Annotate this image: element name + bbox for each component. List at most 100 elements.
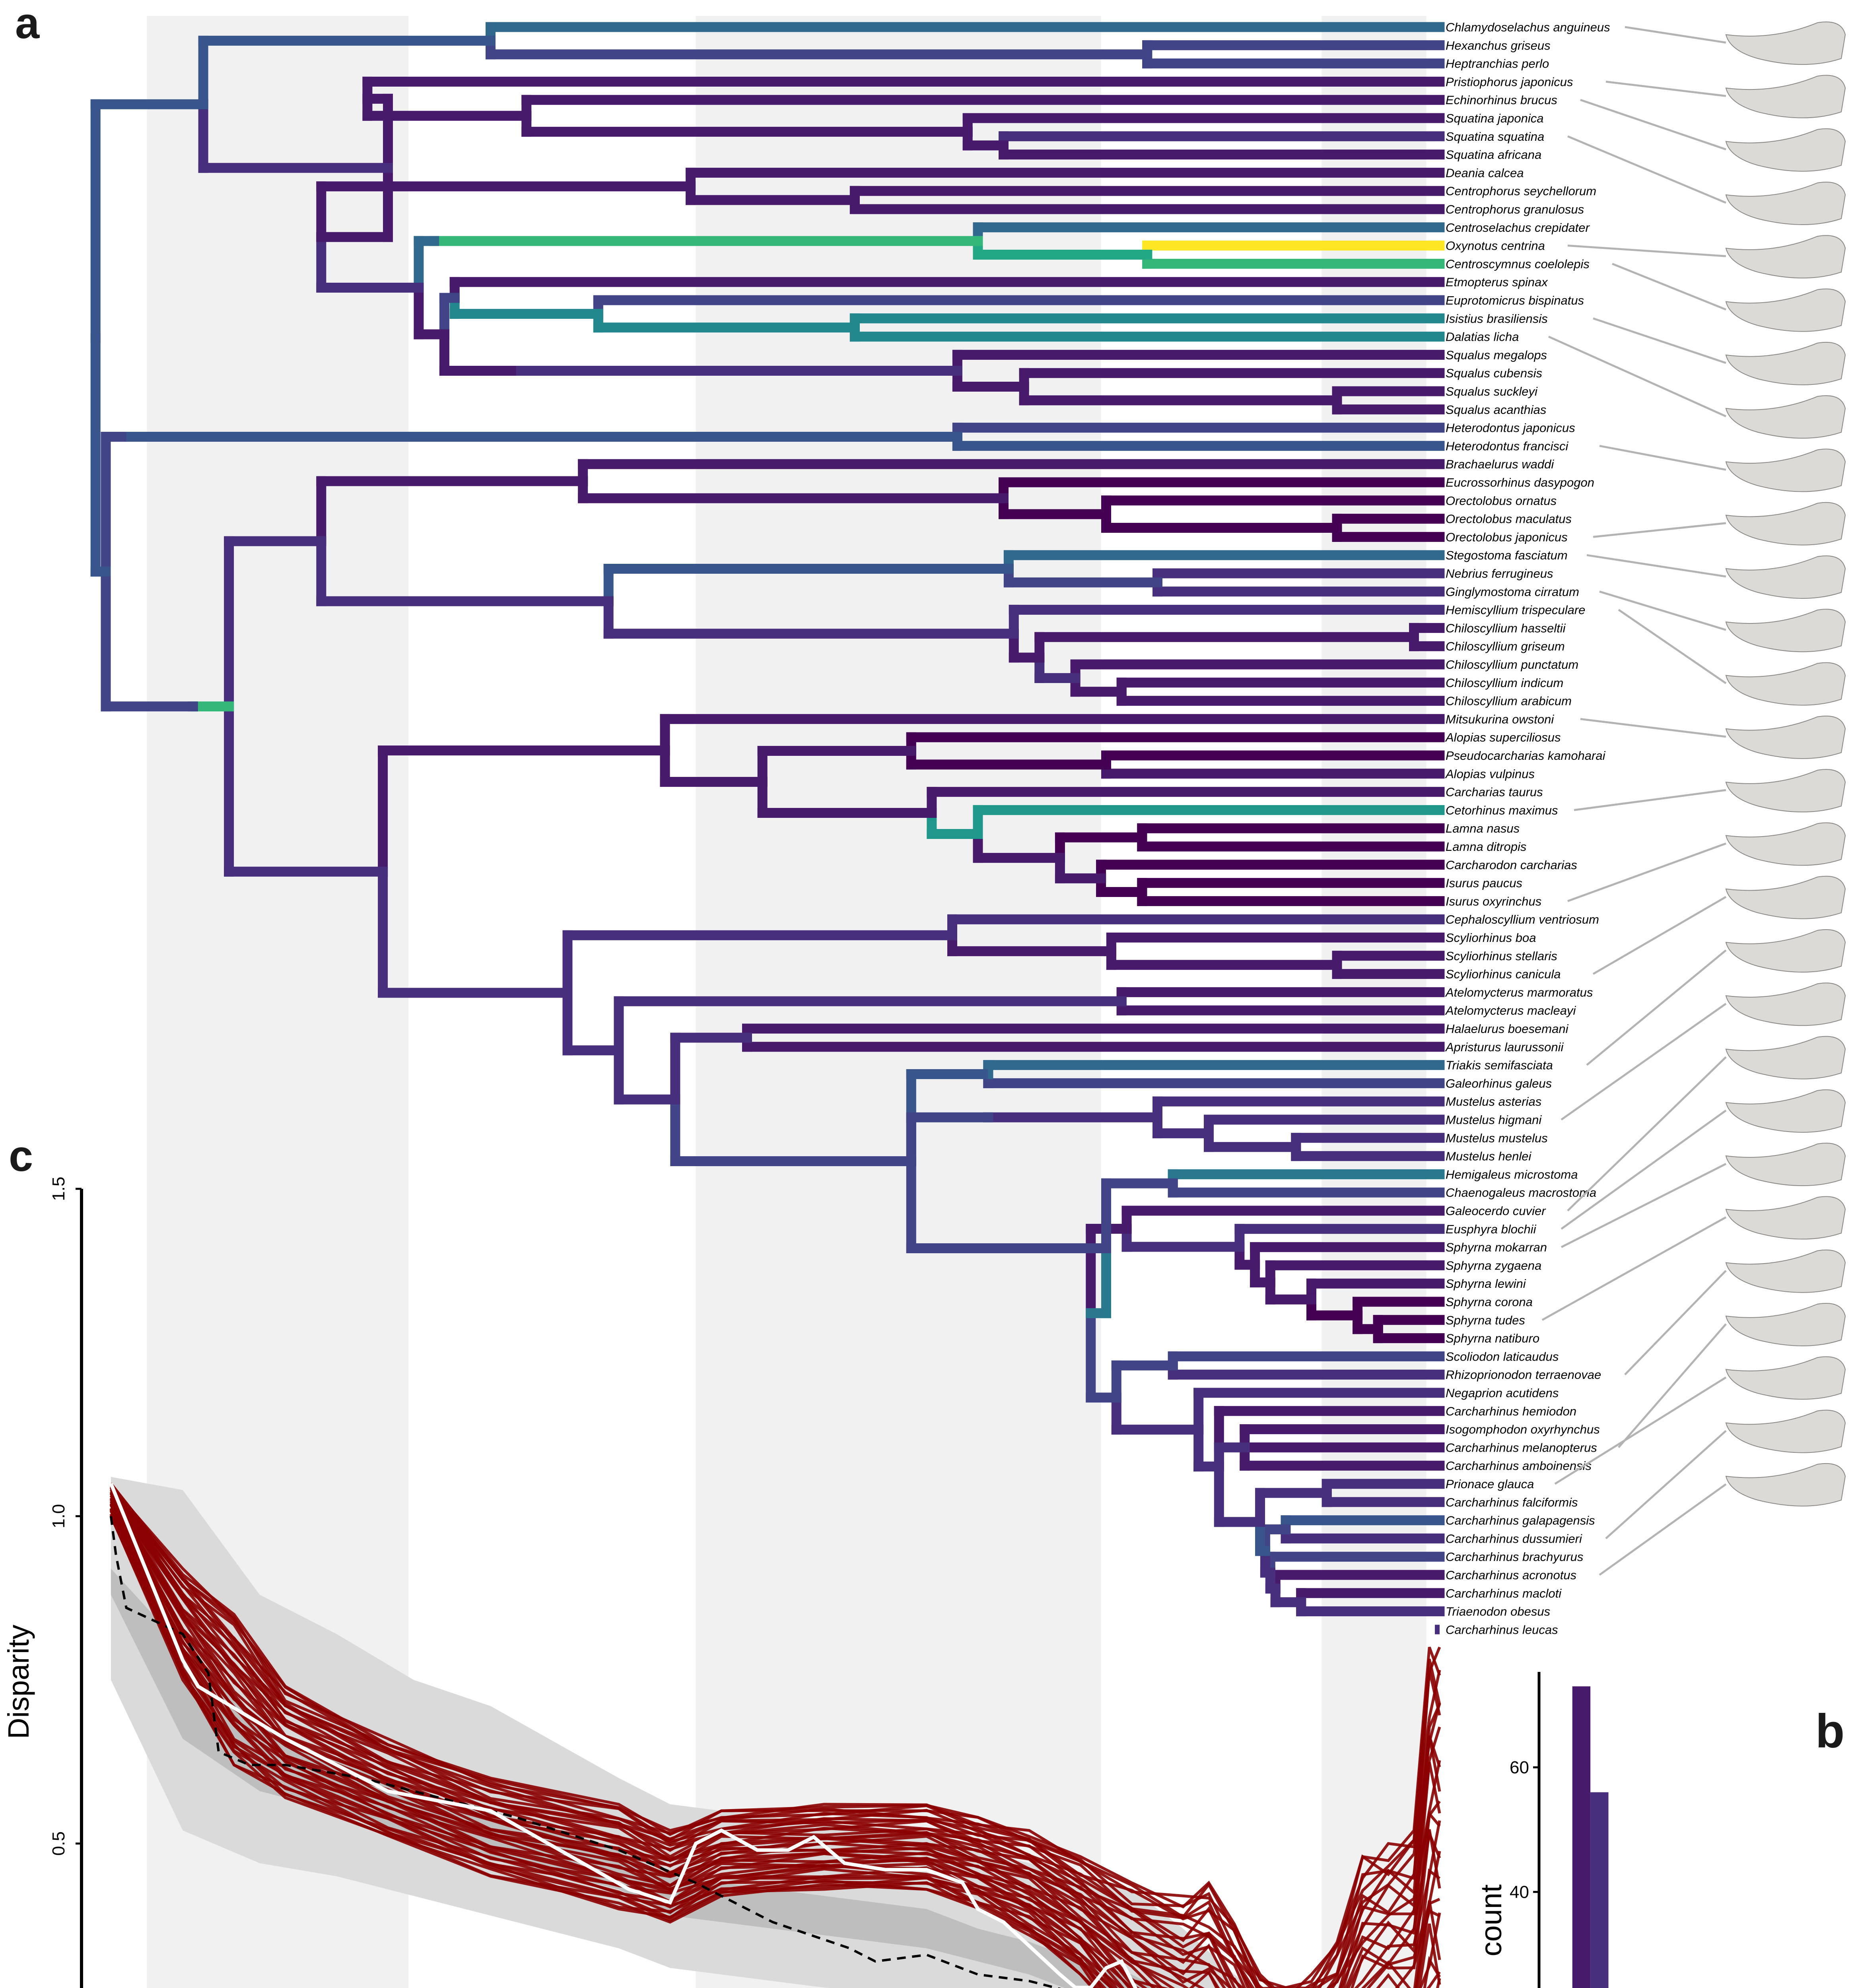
jaw-3d-model: [1725, 235, 1846, 279]
taxon-name: Carcharhinus macloti: [1446, 1586, 1562, 1600]
rate-color-swatch: [1435, 732, 1440, 742]
taxon-name: Triaenodon obesus: [1446, 1605, 1550, 1619]
rate-color-swatch: [1435, 586, 1440, 596]
jaw-connector-line: [1561, 1109, 1727, 1230]
jaw-connector-line: [1612, 263, 1726, 311]
taxon-label: Sphyrna mokarran: [1435, 1241, 1547, 1254]
panel-label-c: c: [9, 1132, 33, 1180]
taxon-name: Negaprion acutidens: [1446, 1386, 1559, 1400]
taxon-label: Galeocerdo cuvier: [1435, 1204, 1546, 1218]
taxon-label: Lamna ditropis: [1435, 840, 1526, 854]
jaw-connector-line: [1593, 522, 1726, 538]
taxon-label: Chlamydoselachus anguineus: [1435, 20, 1610, 34]
rate-color-swatch: [1435, 1006, 1440, 1015]
rate-color-swatch: [1435, 441, 1440, 451]
taxon-label: Squatina japonica: [1435, 111, 1543, 125]
jaw-connector-line: [1567, 1056, 1727, 1211]
rate-color-swatch: [1435, 40, 1440, 50]
taxon-name: Sphyrna natiburo: [1446, 1332, 1539, 1345]
jaw-3d-model: [1725, 1089, 1846, 1133]
rate-color-swatch: [1435, 842, 1440, 851]
taxon-label: Chiloscyllium punctatum: [1435, 658, 1578, 672]
rate-color-swatch: [1435, 1606, 1440, 1616]
jaw-connector-line: [1561, 1163, 1727, 1248]
rate-color-swatch: [1435, 1224, 1440, 1234]
jaw-connector-line: [1599, 590, 1726, 631]
rate-color-swatch: [1435, 404, 1440, 414]
simulated-disparity-line: [110, 1489, 1441, 1988]
taxon-name: Squalus suckleyi: [1446, 384, 1538, 398]
rate-color-swatch: [1435, 1497, 1440, 1507]
jaw-3d-model: [1725, 1036, 1846, 1079]
rate-color-swatch: [1435, 951, 1440, 961]
taxon-label: Nebrius ferrugineus: [1435, 567, 1553, 580]
rate-histogram: 020406001234log (mean rates)count: [1475, 1672, 1609, 1988]
jaw-models: [1541, 21, 1846, 1576]
jaw-3d-model: [1725, 21, 1846, 65]
taxon-name: Chiloscyllium hasseltii: [1446, 621, 1566, 635]
taxon-label: Isurus oxyrinchus: [1435, 894, 1541, 908]
taxon-name: Chiloscyllium griseum: [1446, 639, 1565, 653]
rate-color-swatch: [1435, 569, 1440, 578]
jaw-connector-line: [1541, 1216, 1727, 1321]
taxon-label: Scyliorhinus canicula: [1435, 967, 1561, 981]
taxon-name: Carcharhinus amboinensis: [1446, 1459, 1592, 1473]
taxon-label: Isurus paucus: [1435, 876, 1522, 890]
taxon-label: Apristurus laurussonii: [1435, 1040, 1564, 1054]
taxon-name: Carcharhinus leucas: [1446, 1623, 1558, 1637]
jaw-3d-model: [1725, 1356, 1846, 1400]
taxon-label: Hemigaleus microstoma: [1435, 1167, 1578, 1181]
taxon-label: Alopias superciliosus: [1435, 730, 1561, 744]
jaw-3d-model: [1725, 929, 1846, 973]
taxon-name: Deania calcea: [1446, 166, 1524, 180]
taxon-name: Halaelurus boesemani: [1446, 1022, 1569, 1036]
rate-color-swatch: [1435, 1388, 1440, 1398]
jaw-connector-line: [1599, 445, 1726, 471]
rate-color-swatch: [1435, 478, 1440, 487]
taxon-label: Orectolobus japonicus: [1435, 530, 1568, 544]
histogram-bar: [1572, 1686, 1591, 1988]
taxon-label: Mustelus higmani: [1435, 1113, 1542, 1127]
taxon-label: Centroselachus crepidater: [1435, 221, 1590, 235]
taxon-name: Atelomycterus marmoratus: [1445, 985, 1593, 999]
jaw-connector-line: [1574, 789, 1726, 811]
rate-color-swatch: [1435, 131, 1440, 141]
rate-color-swatch: [1435, 641, 1440, 651]
taxon-name: Sphyrna tudes: [1446, 1313, 1525, 1327]
taxon-name: Isogomphodon oxyrhynchus: [1446, 1423, 1600, 1437]
rate-color-swatch: [1435, 350, 1440, 360]
taxon-name: Alopias vulpinus: [1445, 767, 1535, 781]
rate-color-swatch: [1435, 1206, 1440, 1215]
rate-color-swatch: [1435, 1461, 1440, 1471]
rate-color-swatch: [1435, 1515, 1440, 1525]
rate-color-swatch: [1435, 751, 1440, 760]
histogram-bar: [1590, 1792, 1609, 1988]
taxon-label: Stegostoma fasciatum: [1435, 548, 1568, 562]
taxon-name: Orectolobus ornatus: [1446, 494, 1557, 508]
taxon-label: Carcharhinus amboinensis: [1435, 1459, 1592, 1473]
rate-color-swatch: [1435, 1097, 1440, 1107]
jaw-connector-line: [1548, 336, 1727, 417]
y-tick-label: 1.0: [49, 1504, 68, 1528]
median-disparity-line: [109, 1483, 1138, 1988]
taxon-name: Sphyrna corona: [1446, 1295, 1533, 1309]
taxon-label: Galeorhinus galeus: [1435, 1076, 1552, 1090]
rate-color-swatch: [1435, 514, 1440, 524]
taxon-label: Sphyrna natiburo: [1435, 1332, 1539, 1345]
taxon-name: Chiloscyllium arabicum: [1446, 694, 1572, 708]
rate-color-swatch: [1435, 295, 1440, 305]
simulated-disparity-line: [109, 1513, 1097, 1988]
taxon-label: Atelomycterus macleayi: [1435, 1004, 1576, 1017]
taxon-label: Chiloscyllium hasseltii: [1435, 621, 1566, 635]
taxon-label: Atelomycterus marmoratus: [1435, 985, 1593, 999]
jaw-3d-model: [1725, 128, 1846, 172]
taxon-label: Carcharhinus acronotus: [1435, 1568, 1576, 1582]
rate-color-swatch: [1435, 459, 1440, 469]
taxon-name: Triakis semifasciata: [1446, 1058, 1553, 1072]
jaw-3d-model: [1725, 982, 1846, 1026]
taxon-name: Carcharhinus galapagensis: [1446, 1514, 1595, 1528]
taxon-name: Squatina africana: [1446, 148, 1541, 162]
rate-color-swatch: [1435, 805, 1440, 815]
taxon-label: Oxynotus centrina: [1435, 239, 1545, 253]
taxon-name: Scoliodon laticaudus: [1446, 1349, 1559, 1363]
